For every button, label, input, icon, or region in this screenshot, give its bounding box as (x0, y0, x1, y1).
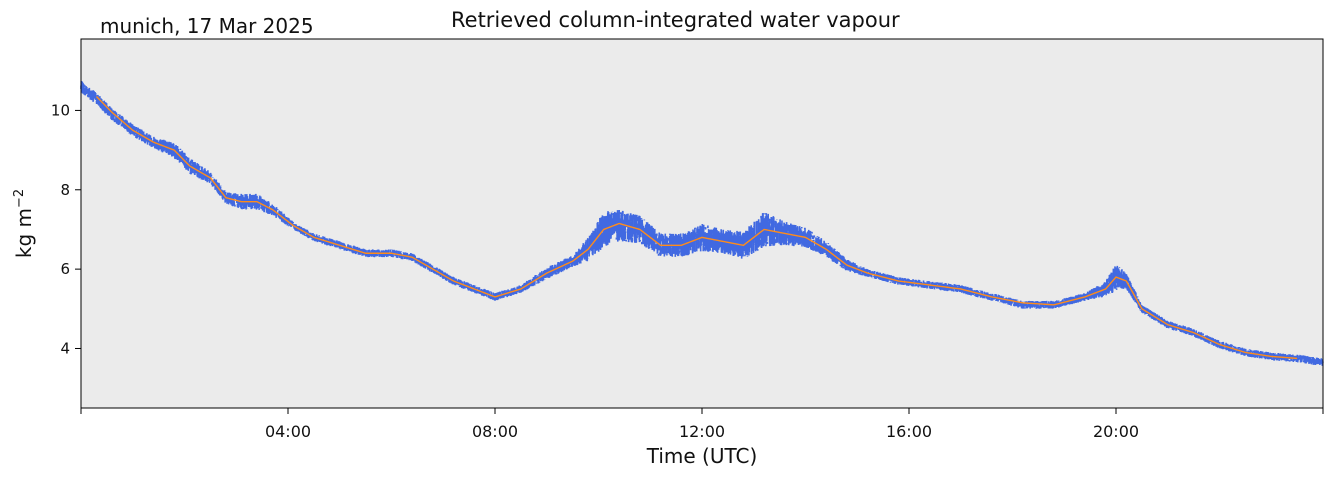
plot-background (81, 39, 1323, 408)
y-axis-label-unit: kg m (12, 208, 36, 258)
y-tick-label: 8 (60, 181, 70, 199)
y-axis-ticks: 4 6 8 10 (51, 101, 81, 357)
x-tick-label: 04:00 (265, 422, 311, 441)
location-date-label: munich, 17 Mar 2025 (100, 14, 314, 38)
x-tick-label: 16:00 (886, 422, 932, 441)
x-tick-label: 20:00 (1093, 422, 1139, 441)
y-tick-label: 6 (60, 260, 70, 278)
y-axis-label-superscript: −2 (12, 189, 27, 208)
x-axis-ticks: 04:00 08:00 12:00 16:00 20:00 (80, 408, 1324, 441)
y-tick-label: 4 (60, 339, 70, 357)
x-tick-label: 08:00 (472, 422, 518, 441)
x-axis-label: Time (UTC) (646, 444, 758, 468)
x-tick-label: 12:00 (679, 422, 725, 441)
y-tick-label: 10 (51, 101, 70, 119)
smoothed-series-line (96, 96, 1298, 360)
chart-title: Retrieved column-integrated water vapour (451, 8, 900, 32)
y-axis-label: kg m−2 (12, 189, 36, 258)
